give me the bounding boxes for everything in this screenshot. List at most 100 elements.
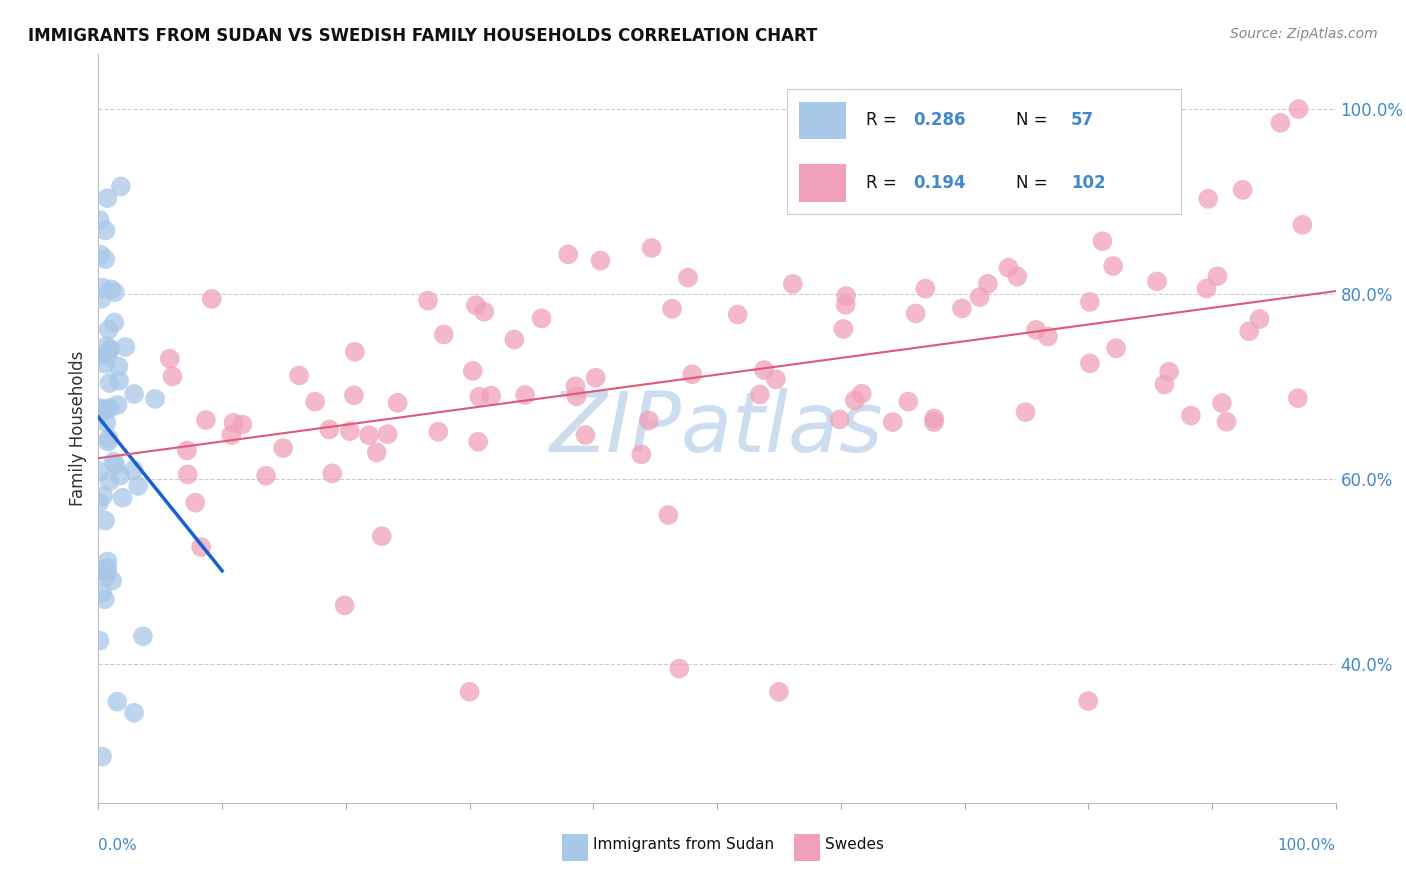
Point xyxy=(782,277,804,291)
Point xyxy=(1146,274,1168,288)
Point xyxy=(1105,341,1128,355)
Point xyxy=(122,463,145,477)
Point xyxy=(122,387,145,401)
Point xyxy=(96,565,118,579)
Point xyxy=(98,376,121,390)
Point xyxy=(922,411,945,425)
Point xyxy=(304,394,326,409)
Point xyxy=(1077,694,1099,708)
Point xyxy=(103,316,125,330)
Point xyxy=(107,398,129,412)
Text: R =: R = xyxy=(866,174,903,192)
Point xyxy=(1180,409,1202,423)
Point xyxy=(565,389,588,403)
Point xyxy=(96,554,118,568)
Point xyxy=(557,247,579,261)
Point xyxy=(1237,324,1260,338)
Point xyxy=(97,432,120,446)
Point xyxy=(1153,377,1175,392)
Point xyxy=(91,585,114,599)
Point xyxy=(333,599,356,613)
Point xyxy=(461,364,484,378)
Point xyxy=(366,445,388,459)
Point xyxy=(89,464,111,478)
Text: N =: N = xyxy=(1015,174,1053,192)
Text: ZIPatlas: ZIPatlas xyxy=(550,388,884,468)
Text: 0.0%: 0.0% xyxy=(98,838,138,854)
Point xyxy=(882,415,904,429)
Text: IMMIGRANTS FROM SUDAN VS SWEDISH FAMILY HOUSEHOLDS CORRELATION CHART: IMMIGRANTS FROM SUDAN VS SWEDISH FAMILY … xyxy=(28,27,817,45)
Point xyxy=(93,563,115,577)
Point xyxy=(343,388,366,402)
Point xyxy=(96,402,118,417)
Point xyxy=(630,447,652,461)
Point xyxy=(222,416,245,430)
Point xyxy=(1288,102,1310,116)
Point xyxy=(574,428,596,442)
Point xyxy=(661,301,683,316)
Text: Immigrants from Sudan: Immigrants from Sudan xyxy=(593,838,775,852)
Point xyxy=(832,322,855,336)
Point xyxy=(114,340,136,354)
Point xyxy=(897,394,920,409)
Point xyxy=(91,281,114,295)
Point xyxy=(427,425,450,439)
Point xyxy=(110,179,132,194)
Point xyxy=(387,396,409,410)
Point xyxy=(1291,218,1313,232)
Point xyxy=(681,368,703,382)
Text: R =: R = xyxy=(866,112,903,129)
Point xyxy=(416,293,439,308)
Point xyxy=(513,388,536,402)
Point xyxy=(94,223,117,237)
Point xyxy=(184,496,207,510)
Text: 57: 57 xyxy=(1071,112,1094,129)
Point xyxy=(1091,234,1114,248)
Point xyxy=(122,706,145,720)
Point xyxy=(176,443,198,458)
Bar xyxy=(799,164,846,202)
Point xyxy=(1232,183,1254,197)
Point xyxy=(371,529,394,543)
Text: N =: N = xyxy=(1015,112,1053,129)
Point xyxy=(377,427,399,442)
Point xyxy=(922,415,945,429)
Point xyxy=(107,359,129,374)
Point xyxy=(177,467,200,482)
Point xyxy=(357,428,380,442)
Point xyxy=(97,348,120,362)
Point xyxy=(89,633,111,648)
Point xyxy=(969,290,991,304)
Point xyxy=(638,413,661,427)
Point xyxy=(89,408,111,422)
Point xyxy=(100,282,122,296)
Point xyxy=(1025,323,1047,337)
Y-axis label: Family Households: Family Households xyxy=(69,351,87,506)
Point xyxy=(752,363,775,377)
Text: 0.194: 0.194 xyxy=(914,174,966,192)
Point xyxy=(87,401,110,415)
Point xyxy=(111,491,134,505)
Text: Source: ZipAtlas.com: Source: ZipAtlas.com xyxy=(1230,27,1378,41)
Point xyxy=(1078,294,1101,309)
Point xyxy=(1036,329,1059,343)
Point xyxy=(834,298,856,312)
Point xyxy=(103,455,125,469)
Point xyxy=(1078,356,1101,370)
Point xyxy=(97,344,120,359)
Text: 102: 102 xyxy=(1071,174,1105,192)
Point xyxy=(468,390,491,404)
Point xyxy=(657,508,679,522)
Point xyxy=(104,458,127,472)
Point xyxy=(458,685,481,699)
Point xyxy=(91,749,114,764)
Text: 100.0%: 100.0% xyxy=(1278,838,1336,854)
Point xyxy=(464,298,486,312)
Point xyxy=(159,351,181,366)
Point xyxy=(433,327,456,342)
Point xyxy=(467,434,489,449)
Point xyxy=(108,374,131,388)
Point xyxy=(201,292,224,306)
Point xyxy=(1215,415,1237,429)
Point xyxy=(94,592,117,607)
